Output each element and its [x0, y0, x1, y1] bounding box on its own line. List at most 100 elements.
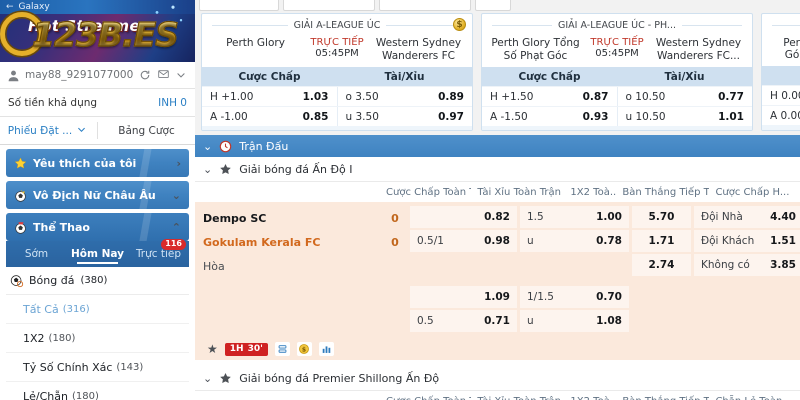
column-header-1x2[interactable]: 1X2 Toà... [570, 186, 617, 198]
sidebar-item-all[interactable]: Tất Cả (316) [6, 295, 189, 324]
column-header-nextgoal-2[interactable]: Bàn Thắng Tiếp Th... [616, 391, 709, 400]
league-header[interactable]: ⌄ Giải bóng đá Ấn Độ I [195, 157, 800, 182]
list-icon[interactable] [274, 342, 290, 356]
sidebar-item-football[interactable]: Bóng đá (380) [6, 267, 189, 295]
card-odds-handicap-away[interactable]: A -1.00 0.85 [202, 107, 337, 126]
mail-icon[interactable] [157, 69, 170, 82]
home-score: 0 [391, 211, 399, 225]
promo-banner[interactable]: ← Galaxy Hot Streamer [0, 0, 195, 62]
column-header-handicap[interactable]: Cược Chấp Toàn T... [386, 186, 471, 198]
card-odds-handicap-away[interactable]: A 0.00 [762, 106, 800, 125]
column-header-1x2-2[interactable]: 1X2 Toà... [564, 391, 616, 400]
star-icon[interactable] [219, 372, 232, 385]
card-footer [482, 126, 752, 130]
column-header-nextgoal[interactable]: Bàn Thắng Tiếp Th... [622, 186, 710, 198]
star-icon[interactable] [219, 163, 232, 176]
odds-cell[interactable]: 0.5/1 0.98 [410, 230, 517, 252]
odds-value: 0.77 [718, 90, 744, 103]
toolbar-chip-4[interactable] [475, 0, 511, 11]
odds-cell[interactable]: 1/1.5 0.70 [520, 286, 629, 308]
refresh-icon[interactable] [139, 69, 152, 82]
team-names-spacer [195, 282, 380, 336]
odds-cell[interactable]: 1.09 [410, 286, 517, 308]
sport-tab-early[interactable]: Sớm [6, 241, 67, 267]
chevron-down-icon[interactable]: ⌄ [203, 139, 213, 153]
odds-cell[interactable]: 0.82 [410, 206, 517, 228]
column-header-overunder[interactable]: Tài Xỉu Toàn Trận [477, 186, 561, 198]
league-header-2[interactable]: ⌄ Giải bóng đá Premier Shillong Ấn Độ [195, 366, 800, 391]
nav-favorites[interactable]: Yêu thích của tôi › [6, 149, 189, 177]
chevron-down-icon[interactable] [76, 124, 89, 137]
sport-tab-live[interactable]: Trực tiếp 116 [128, 239, 189, 267]
card-odds-under[interactable]: u 3.50 0.97 [336, 107, 473, 127]
featured-match-card[interactable]: Perth Gó... H 0.00 A 0.00 [761, 13, 800, 131]
featured-match-card[interactable]: GIẢI A-LEAGUE ÚC - PH... Perth Glory Tổn… [481, 13, 753, 131]
odds-cell[interactable]: 1.5 1.00 [520, 206, 629, 228]
chevron-down-icon[interactable]: ⌄ [203, 162, 213, 176]
sport-tab-today[interactable]: Hôm Nay [67, 241, 128, 267]
sidebar-item-odd-even[interactable]: Lẻ/Chẵn (180) [6, 382, 189, 400]
card-odds-handicap-home[interactable]: H +1.50 0.87 [482, 87, 617, 106]
chevron-down-icon[interactable]: ⌄ [203, 371, 213, 385]
card-odds-row: A -1.50 0.93 u 10.50 1.01 [482, 106, 753, 127]
odds-cell[interactable]: 1.71 [632, 230, 691, 252]
match-section-label: Trận Đấu [239, 139, 289, 153]
card-odds-handicap-away[interactable]: A -1.50 0.93 [482, 107, 617, 126]
odds-cell[interactable]: Đội Khách 1.51 [694, 230, 800, 252]
column-header-handicap-2[interactable]: Cược Chấp Toàn T... [380, 391, 471, 400]
card-odds-row: A -1.00 0.85 u 3.50 0.97 [202, 106, 473, 127]
column-header-oddeven-2[interactable]: Chẵn Lẻ Toàn... [709, 391, 800, 400]
featured-match-card[interactable]: GIẢI A-LEAGUE ÚC $ Perth Glory TRỰC TIẾP… [201, 13, 473, 131]
card-odds-under[interactable]: u 10.50 1.01 [616, 107, 753, 127]
coin-icon[interactable]: $ [296, 342, 312, 356]
odds-cell[interactable]: Đội Nhà 4.40 [694, 206, 800, 228]
bar-chart-icon[interactable] [318, 342, 334, 356]
sidebar-item-1x2[interactable]: 1X2 (180) [6, 324, 189, 353]
odds-cell[interactable]: Không có 3.85 [694, 254, 800, 276]
banner-topbar[interactable]: ← Galaxy [0, 0, 195, 14]
card-odds-over[interactable]: o 10.50 0.77 [616, 87, 753, 107]
home-team-name[interactable]: Dempo SC [203, 211, 267, 225]
card-odds-handicap-home[interactable]: H +1.00 1.03 [202, 87, 337, 106]
odds-value: 5.70 [648, 211, 675, 223]
account-username: may88_9291077000... [25, 69, 134, 81]
odds-cell[interactable]: 5.70 [632, 206, 691, 228]
account-bar[interactable]: may88_9291077000... [0, 62, 195, 89]
card-teams: Perth Glory TRỰC TIẾP 05:45PM Western Sy… [202, 36, 472, 67]
card-odds-over[interactable]: o 3.50 0.89 [336, 87, 473, 107]
back-arrow-icon[interactable]: ← [6, 1, 14, 12]
away-team-name[interactable]: Gokulam Kerala FC [203, 235, 321, 249]
odds-cell[interactable]: u 0.78 [520, 230, 629, 252]
odds-line: A -1.50 [490, 110, 528, 123]
sidebar: ← Galaxy Hot Streamer 123B.ES may88_9291… [0, 0, 195, 400]
column-header-overunder-2[interactable]: Tài Xỉu Toàn Trận [471, 391, 564, 400]
nav-sports[interactable]: Thể Thao ⌃ [6, 213, 189, 241]
odds-cell[interactable]: u 1.08 [520, 310, 629, 332]
card-live-label: TRỰC TIẾP [310, 37, 364, 48]
nav-euro-women[interactable]: Vô Địch Nữ Châu Âu ⌄ [6, 181, 189, 209]
odds-cell[interactable]: 0.5 0.71 [410, 310, 517, 332]
sidebar-item-correct-score[interactable]: Tỷ Số Chính Xác (143) [6, 353, 189, 382]
card-away-team: Western Sydney Wanderers FC [375, 37, 462, 63]
odds-value: 1.51 [770, 235, 796, 247]
coin-icon[interactable]: $ [453, 18, 466, 31]
score-blank [380, 254, 410, 278]
odds-cell-empty [632, 310, 691, 332]
odds-line: u [527, 315, 534, 327]
star-icon[interactable]: ★ [207, 342, 218, 356]
sport-tab-live-label: Trực tiếp [135, 248, 182, 260]
tab-betlist[interactable]: Bảng Cược [98, 117, 195, 144]
card-odds-handicap-home[interactable]: H 0.00 [762, 86, 800, 105]
chevron-down-icon[interactable] [175, 69, 188, 82]
card-market-handicap: Cược Chấp [238, 70, 301, 83]
column-header-handicap-half[interactable]: Cược Chấp H... [715, 186, 790, 198]
odds-cell[interactable]: 2.74 [632, 254, 691, 276]
match-section-header[interactable]: ⌄ Trận Đấu [195, 135, 800, 157]
odds-line: o 10.50 [625, 90, 666, 103]
toolbar-chip-3[interactable] [379, 0, 471, 11]
tab-betslip[interactable]: Phiếu Đặt ... [0, 117, 97, 144]
toolbar-chip-2[interactable] [283, 0, 375, 11]
odds-cell-empty [410, 254, 517, 276]
toolbar-chip-1[interactable] [199, 0, 279, 11]
odds-line: H 0.00 [770, 89, 800, 102]
